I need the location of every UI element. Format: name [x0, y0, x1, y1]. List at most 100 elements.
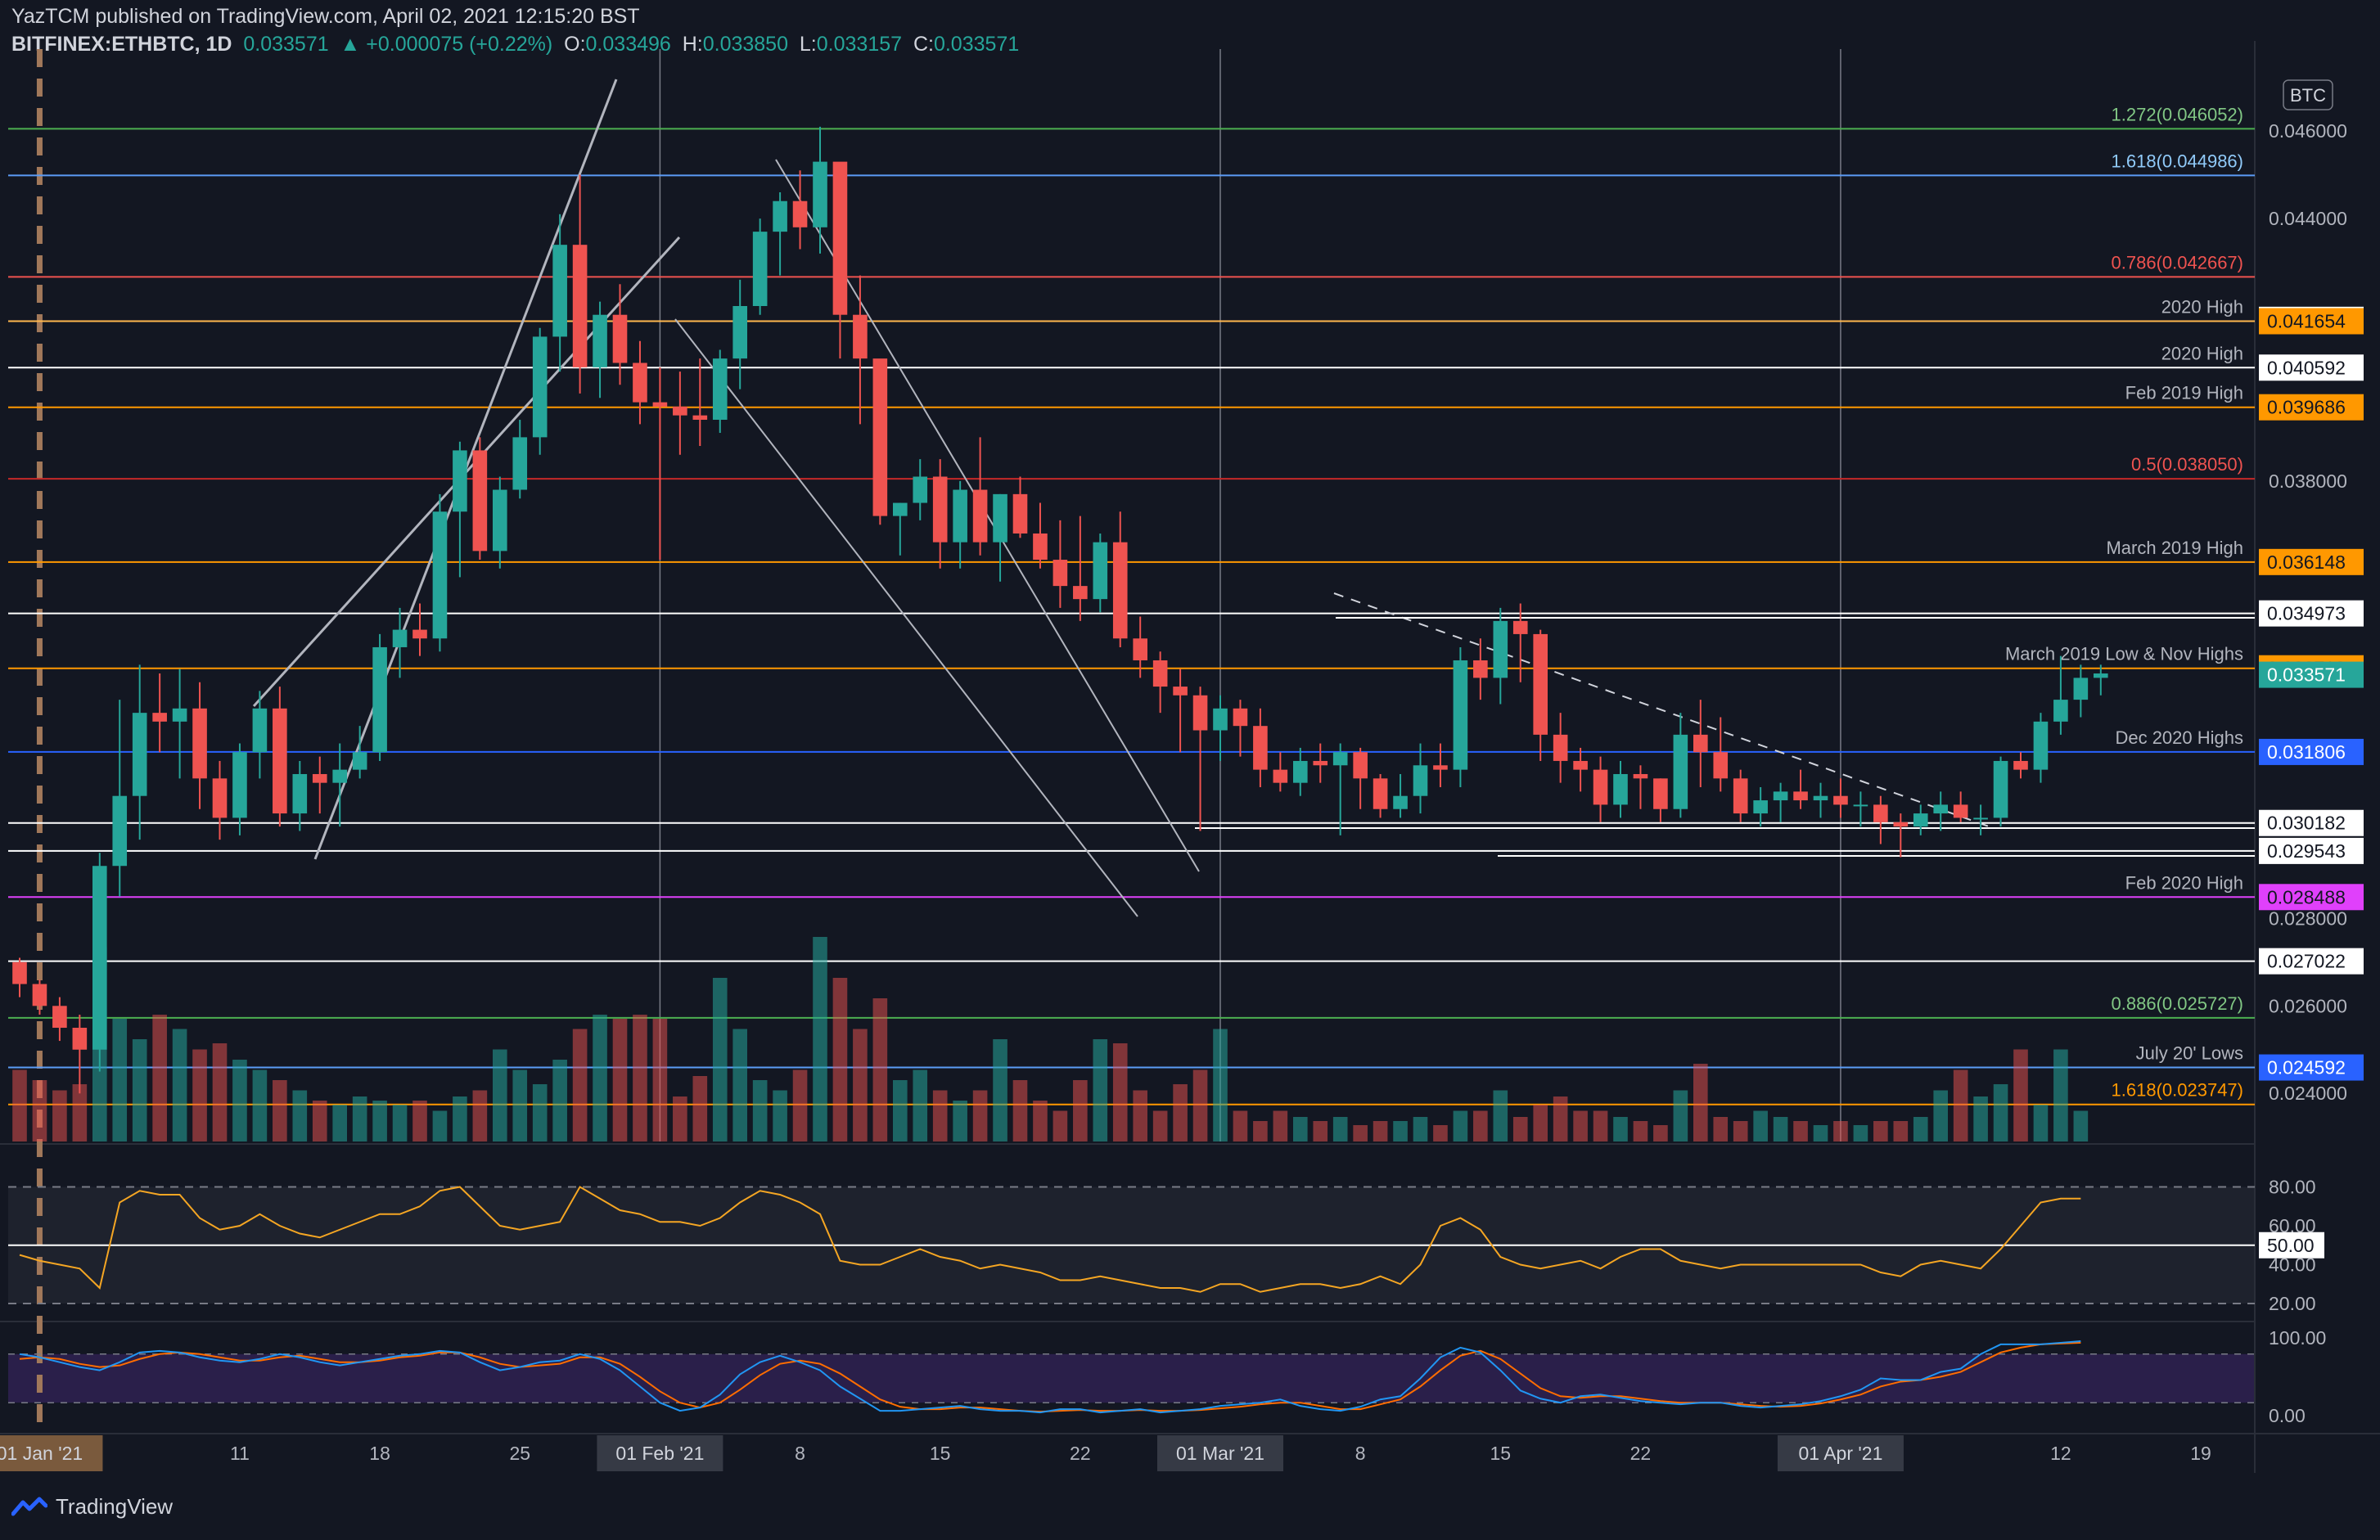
candle-body [12, 961, 27, 984]
candle-body [1313, 760, 1328, 766]
price-change: +0.000075 (+0.22%) [366, 33, 553, 56]
volume-bar [853, 1029, 868, 1141]
tradingview-logo[interactable]: TradingView [11, 1494, 173, 1520]
volume-bar [132, 1039, 147, 1141]
volume-bar [552, 1060, 567, 1141]
price-tag: 0.031806 [2267, 741, 2346, 763]
volume-bar [192, 1049, 207, 1141]
price-tag-bg [2259, 394, 2364, 421]
volume-bar [1653, 1125, 1668, 1141]
price-tag: 0.036148 [2267, 552, 2346, 573]
volume-bar [212, 1043, 228, 1141]
price-tag: 0.024592 [2267, 1057, 2346, 1078]
price-tag: 0.027022 [2267, 951, 2346, 972]
price-level-label: July 20' Lows [2136, 1043, 2243, 1064]
candle-body [1512, 620, 1528, 634]
volume-bar [1773, 1117, 1788, 1141]
volume-bar [1033, 1101, 1048, 1141]
volume-bar [292, 1090, 308, 1141]
time-tag-bg [1777, 1435, 1904, 1471]
volume-bar [1853, 1125, 1868, 1141]
candle-body [392, 629, 408, 647]
volume-bar [1133, 1090, 1148, 1141]
candle-body [453, 450, 467, 512]
volume-bar [1613, 1117, 1628, 1141]
volume-bar [1192, 1069, 1208, 1141]
volume-bar [1413, 1117, 1428, 1141]
volume-bar [1373, 1121, 1388, 1141]
candle-body [152, 713, 167, 722]
volume-bar [1573, 1110, 1588, 1141]
candle-body [953, 489, 967, 543]
volume-bar [633, 1015, 647, 1141]
candle-body [1993, 760, 2008, 818]
candle-body [1413, 765, 1428, 796]
time-tag-bg [1157, 1435, 1283, 1471]
volume-bar [1833, 1121, 1848, 1141]
volume-bar [1112, 1043, 1128, 1141]
candle-body [1853, 804, 1868, 807]
volume-bar [1793, 1121, 1808, 1141]
candle-body [1953, 804, 1968, 818]
price-tick-label: 0.024000 [2269, 1083, 2347, 1104]
volume-bar [813, 937, 827, 1141]
candle-body [892, 502, 908, 516]
currency-badge [2283, 79, 2333, 110]
candle-body [2093, 673, 2108, 678]
volume-bar [792, 1069, 808, 1141]
rsi-tag-bg [2259, 1232, 2324, 1259]
candle-body [1012, 493, 1028, 534]
close-label: C: [913, 33, 934, 56]
price-tick-label: 0.046000 [2269, 120, 2347, 142]
volume-bar [312, 1101, 327, 1141]
rsi-tick-label: 50.00 [2267, 1235, 2315, 1256]
candle-body [872, 358, 888, 516]
price-tag-bg [2259, 600, 2364, 627]
price-level-label: Dec 2020 Highs [2115, 727, 2243, 748]
price-tag-bg [2259, 884, 2364, 911]
volume-bar [1433, 1125, 1448, 1141]
candle-body [993, 493, 1007, 543]
volume-bar [1012, 1080, 1028, 1141]
candle-body [1433, 765, 1448, 770]
time-tick-label: 19 [2190, 1443, 2211, 1464]
currency-label: BTC [2290, 85, 2326, 106]
resistance-trendline [1333, 592, 1990, 827]
candle-body [932, 476, 948, 543]
symbol-ohlc-line: BITFINEX:ETHBTC, 1D 0.033571 ▲ +0.000075… [11, 33, 1019, 56]
price-tick-label: 0.038000 [2269, 471, 2347, 492]
close-value: 0.033571 [933, 33, 1020, 56]
candle-body [1373, 778, 1388, 809]
volume-bar [1213, 1029, 1228, 1141]
candle-body [312, 773, 327, 783]
price-tag: 0.029543 [2267, 840, 2346, 862]
price-tick-label: 0.044000 [2269, 208, 2347, 229]
volume-bar [412, 1101, 427, 1141]
time-tick-label: 8 [795, 1443, 805, 1464]
price-tag-bg [2259, 548, 2364, 575]
candle-body [712, 358, 728, 420]
volume-bar [372, 1101, 387, 1141]
time-tick-label: 12 [2050, 1443, 2071, 1464]
volume-bar [1713, 1117, 1729, 1141]
volume-bars [12, 937, 2089, 1141]
last-price-tag: 0.033571 [2267, 664, 2346, 686]
candle-body [1253, 726, 1268, 770]
volume-bar [993, 1039, 1007, 1141]
volume-bar [1253, 1121, 1268, 1141]
candle-body [1273, 769, 1288, 783]
candle-body [792, 200, 808, 227]
price-tag-bg [2259, 738, 2364, 765]
volume-bar [773, 1090, 787, 1141]
candle-body [1292, 760, 1308, 783]
volume-bar [972, 1090, 988, 1141]
volume-bar [932, 1090, 948, 1141]
candle-body [1073, 586, 1088, 600]
candle-body [1213, 708, 1228, 731]
volume-bar [112, 1019, 128, 1141]
time-tick-label: 22 [1630, 1443, 1652, 1464]
month-lines [659, 49, 1841, 1141]
candle-body [1713, 752, 1729, 779]
candle-body [1873, 804, 1888, 822]
